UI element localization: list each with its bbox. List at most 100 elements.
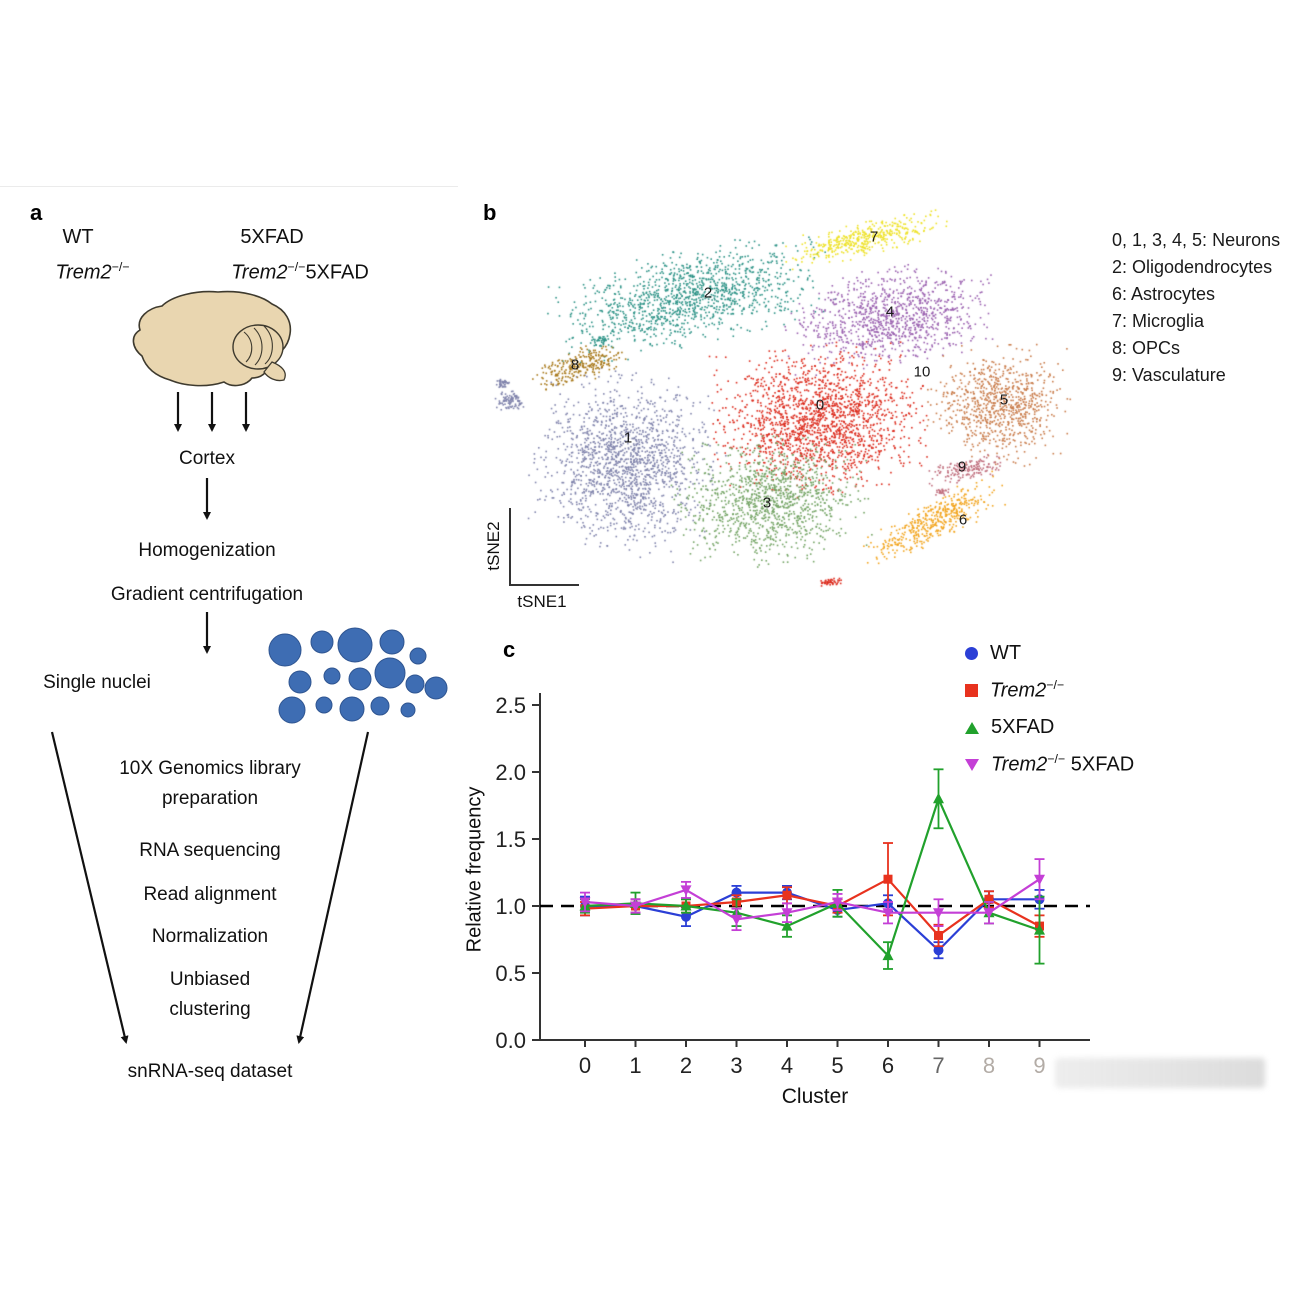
series-line — [584, 877, 1041, 937]
tsne-legend: 0, 1, 3, 4, 5: Neurons 2: Oligodendrocyt… — [1112, 227, 1280, 389]
watermark-smudge — [1055, 1058, 1265, 1088]
y-tick-label: 2.0 — [495, 760, 526, 785]
fad-suffix: 5XFAD — [305, 261, 369, 284]
gene-name: Trem2 — [231, 261, 288, 284]
tsne-plot: 1 2 8 4 7 5 0 3 9 6 10 tSNE2 tSNE1 — [480, 200, 1120, 615]
chart-legend-label: 5XFAD — [991, 716, 1055, 738]
x-tick-label: 1 — [629, 1053, 641, 1078]
square-marker-icon — [965, 684, 978, 697]
square-marker-icon — [984, 894, 994, 904]
step-rna-sequencing: RNA sequencing — [139, 840, 281, 861]
step-single-nuclei: Single nuclei — [43, 672, 151, 693]
chart-y-axis-label: Relative frequency — [463, 786, 486, 953]
knockout-superscript: −/− — [287, 260, 306, 274]
x-tick-label: 9 — [1033, 1053, 1045, 1078]
chart-legend-label: Trem2−/− 5XFAD — [991, 752, 1135, 776]
x-tick-label: 8 — [983, 1053, 995, 1078]
step-homogenization: Homogenization — [138, 540, 276, 561]
tsne-y-axis — [509, 508, 511, 586]
triangle-up-marker-icon — [933, 792, 944, 804]
triangle-down-marker-icon — [680, 885, 692, 896]
chart-legend-label: WT — [990, 642, 1022, 664]
tsne-legend-microglia: 7: Microglia — [1112, 311, 1205, 331]
chart-x-axis-label: Cluster — [781, 1085, 849, 1108]
group-trem2ko-label: Trem2−/− — [25, 260, 160, 285]
step-cortex: Cortex — [179, 448, 235, 469]
tsne-cluster-number-label: 9 — [957, 458, 967, 476]
y-tick-label: 0.0 — [495, 1028, 526, 1053]
triangle-down-marker-icon — [832, 897, 843, 908]
triangle-up-marker-icon — [781, 920, 793, 931]
tsne-cluster-number-label: 0 — [815, 396, 825, 414]
tsne-cluster-number-label: 5 — [999, 391, 1009, 409]
step-library-line1: 10X Genomics library — [119, 758, 301, 779]
workflow-arrows — [50, 392, 370, 1044]
step-unbiased-line1: Unbiased — [169, 969, 251, 990]
tsne-cluster-number-label: 1 — [623, 429, 633, 447]
circle-marker-icon — [681, 911, 691, 922]
x-tick-label: 3 — [730, 1053, 742, 1078]
triangle-down-marker-icon — [933, 908, 944, 919]
panel-a-label: a — [30, 200, 43, 225]
triangle-up-marker-icon — [965, 721, 979, 734]
step-unbiased-line2: clustering — [169, 999, 251, 1020]
knockout-superscript: −/− — [111, 260, 130, 274]
square-marker-icon — [883, 874, 893, 884]
workflow-graphics — [50, 290, 448, 1044]
square-marker-icon — [934, 930, 943, 940]
tsne-cluster-number-label: 7 — [869, 228, 879, 246]
group-wt-label: WT — [62, 226, 94, 248]
x-tick-label: 7 — [932, 1053, 944, 1078]
chart-legend-item: WT — [965, 635, 1134, 672]
tsne-cluster-number-label: 8 — [570, 356, 580, 374]
tsne-legend-neurons: 0, 1, 3, 4, 5: Neurons — [1112, 230, 1281, 250]
tsne-x-axis-label: tSNE1 — [517, 592, 567, 611]
square-marker-icon — [782, 890, 792, 900]
step-read-alignment: Read alignment — [143, 884, 277, 905]
tsne-x-axis — [509, 584, 579, 586]
y-tick-label: 0.5 — [495, 961, 526, 986]
triangle-down-marker-icon — [1034, 874, 1045, 886]
triangle-up-marker-icon — [680, 900, 692, 911]
triangle-down-marker-icon — [630, 901, 641, 912]
circle-marker-icon — [933, 945, 944, 956]
series-line — [584, 878, 1041, 921]
gene-name: Trem2 — [55, 261, 112, 284]
y-tick-label: 2.5 — [495, 693, 526, 718]
triangle-down-marker-icon — [965, 758, 979, 771]
tsne-cluster-number-label: 3 — [762, 494, 772, 512]
group-trem2ko-5xfad-label: Trem2−/−5XFAD — [210, 260, 390, 285]
tsne-legend-oligodendrocytes: 2: Oligodendrocytes — [1112, 257, 1273, 277]
triangle-down-marker-icon — [781, 908, 793, 919]
triangle-up-marker-icon — [1034, 924, 1045, 935]
group-5xfad-label: 5XFAD — [240, 226, 304, 248]
tsne-canvas — [480, 200, 1120, 615]
step-dataset: snRNA-seq dataset — [127, 1061, 293, 1082]
chart-plot: 0.0 0.5 1.0 1.5 2.0 2.5 0 1 2 3 4 5 6 7 8 9 — [495, 693, 1090, 1078]
mouse-brain-illustration — [132, 290, 292, 387]
triangle-down-marker-icon — [731, 914, 742, 926]
y-tick-label: 1.5 — [495, 827, 526, 852]
x-tick-label: 5 — [831, 1053, 843, 1078]
chart-legend: WT Trem2−/− 5XFAD Trem2−/− 5XFAD — [965, 635, 1134, 783]
triangle-down-marker-icon — [882, 908, 894, 919]
tsne-cluster-labels: 1 2 8 4 7 5 0 3 9 6 10 — [480, 200, 1120, 615]
x-tick-label: 0 — [579, 1053, 591, 1078]
tsne-cluster-number-label: 10 — [913, 363, 931, 381]
chart-legend-item: Trem2−/− 5XFAD — [965, 746, 1134, 783]
tsne-legend-opcs: 8: OPCs — [1112, 338, 1181, 358]
triangle-up-marker-icon — [882, 949, 894, 961]
panel-c-label: c — [503, 637, 516, 662]
tsne-cluster-number-label: 4 — [885, 303, 895, 321]
tsne-legend-astrocytes: 6: Astrocytes — [1112, 284, 1216, 304]
x-tick-label: 6 — [882, 1053, 894, 1078]
step-gradient-centrifugation: Gradient centrifugation — [110, 584, 304, 605]
x-tick-label: 2 — [680, 1053, 692, 1078]
step-normalization: Normalization — [151, 926, 269, 947]
step-library-line2: preparation — [161, 788, 259, 809]
series-line — [584, 795, 1040, 958]
chart-legend-item: Trem2−/− — [965, 672, 1134, 709]
chart-legend-label: Trem2−/− — [990, 678, 1065, 702]
single-nuclei-illustration — [268, 627, 448, 724]
tsne-y-axis-label: tSNE2 — [484, 521, 503, 571]
